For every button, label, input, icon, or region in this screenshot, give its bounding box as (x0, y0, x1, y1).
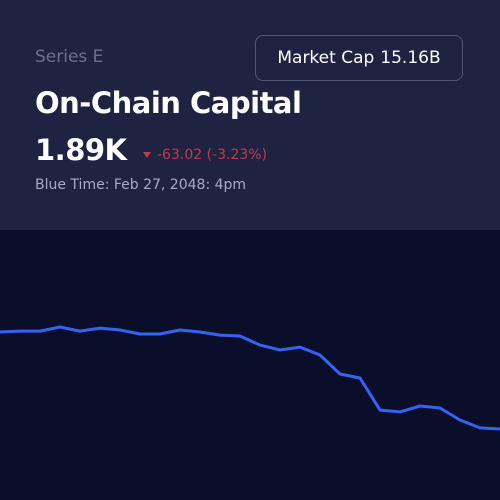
title: On-Chain Capital (35, 86, 302, 120)
chart (0, 325, 500, 431)
change-text: -63.02 (-3.23%) (157, 147, 268, 163)
header-panel: Series E Market Cap 15.16B On-Chain Capi… (0, 0, 500, 230)
price-line (0, 325, 500, 431)
down-arrow (143, 152, 151, 158)
price: 1.89K (35, 133, 127, 167)
time-label: Blue Time: Feb 27, 2048: 4pm (35, 177, 247, 193)
button-label: Market Cap (277, 48, 375, 68)
market-cap-button[interactable]: Market Cap 15.16B (255, 35, 463, 81)
series-label: Series E (35, 47, 104, 67)
button-value: 15.16B (380, 48, 441, 68)
change: -63.02 (-3.23%) (143, 147, 267, 163)
